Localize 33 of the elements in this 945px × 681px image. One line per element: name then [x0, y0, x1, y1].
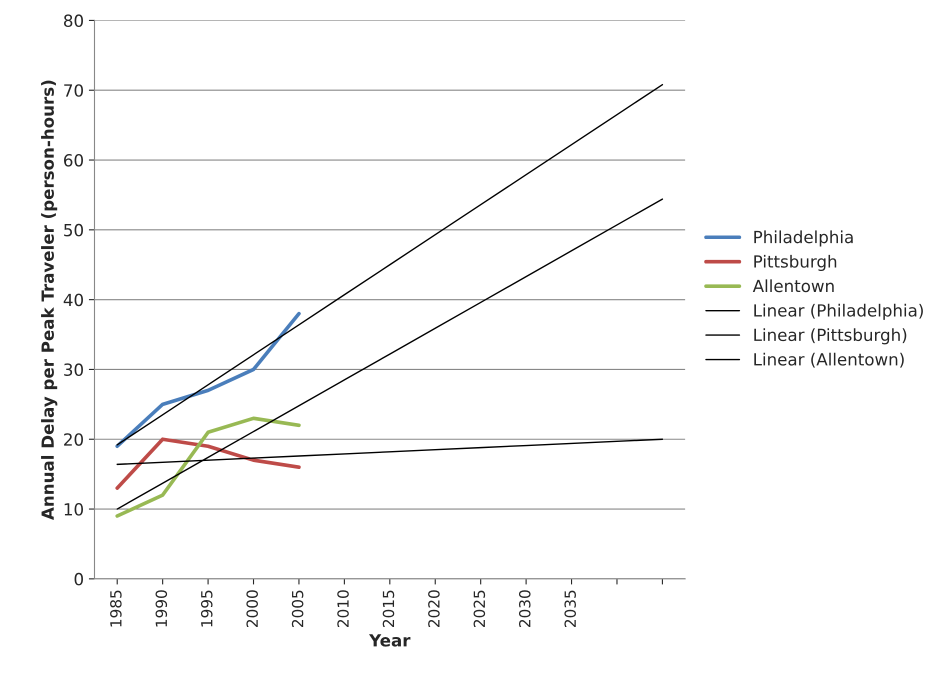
- legend-label: Linear (Pittsburgh): [754, 328, 906, 344]
- y-tick-label: 0: [74, 572, 83, 586]
- y-tick-label: 80: [64, 14, 83, 27]
- y-tick-label: 10: [64, 503, 83, 516]
- x-tick-label: 1990: [156, 590, 168, 626]
- y-tick-label: 60: [64, 154, 83, 167]
- x-tick-label: 2030: [518, 590, 531, 628]
- y-tick-label: 20: [64, 433, 83, 446]
- line-series: [115, 416, 301, 518]
- x-tick-label: 2005: [292, 590, 304, 628]
- line-series: [116, 198, 664, 510]
- legend-label: Allentown: [752, 279, 834, 292]
- line-series: [115, 312, 301, 448]
- y-tick-label: 40: [64, 294, 83, 306]
- legend-label: Linear (Allentown): [754, 352, 904, 368]
- legend-label: Philadelphia: [754, 230, 853, 247]
- x-tick-label: 2010: [337, 590, 349, 628]
- x-tick-label: 2035: [564, 590, 576, 628]
- x-tick-label: 1985: [110, 590, 122, 626]
- y-tick-label: 30: [64, 363, 83, 376]
- line-series: [115, 437, 301, 490]
- y-tick-label: 70: [64, 84, 83, 97]
- x-tick-label: 2020: [428, 590, 440, 628]
- legend-label: Pittsburgh: [754, 254, 836, 272]
- x-tick-label: 2000: [246, 590, 258, 628]
- y-tick-label: 50: [64, 224, 83, 236]
- line-series: [116, 84, 664, 446]
- x-axis-title: Year: [368, 634, 410, 647]
- legend-label: Linear (Philadelphia): [754, 304, 923, 320]
- x-tick-label: 1995: [200, 590, 213, 626]
- x-tick-label: 2025: [474, 590, 486, 628]
- y-axis-title: Annual Delay per Peak Traveler (person-hours): [41, 80, 58, 520]
- x-tick-label: 2015: [382, 590, 394, 628]
